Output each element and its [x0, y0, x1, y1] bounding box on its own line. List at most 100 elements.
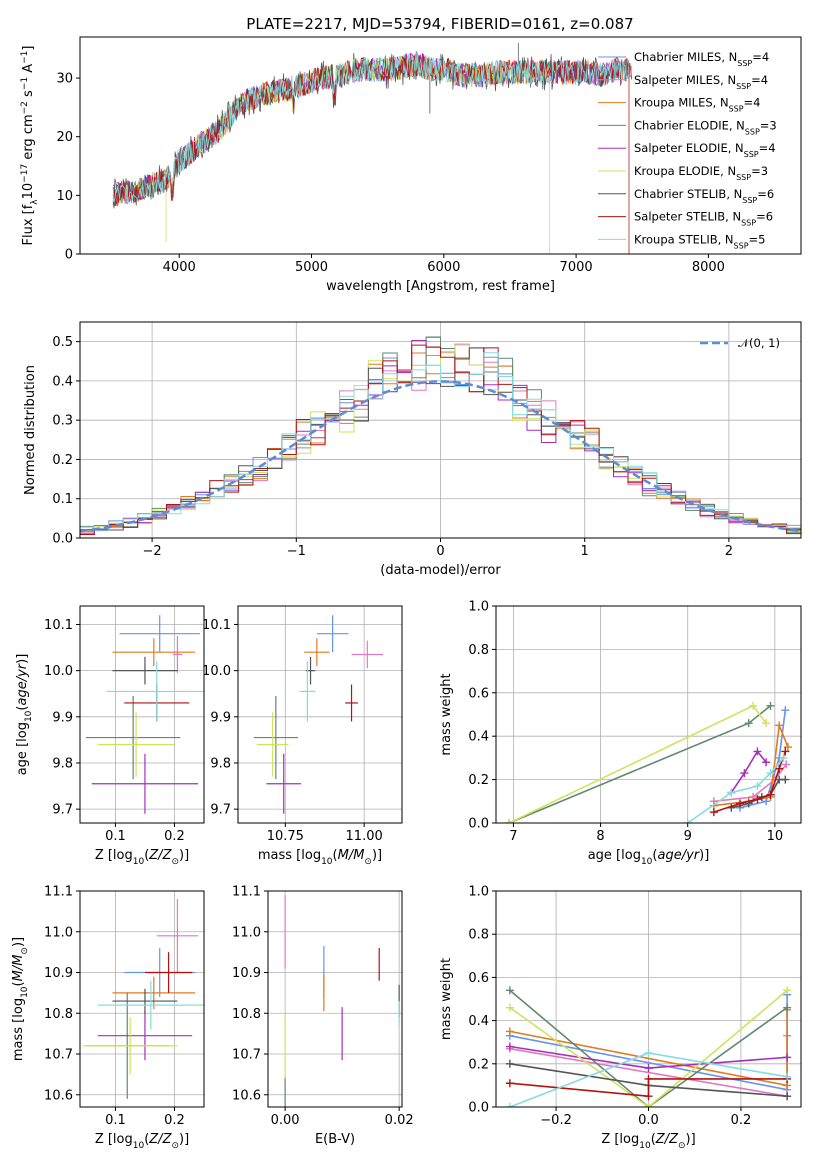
y-axis-label: mass weight [439, 673, 454, 755]
errorbar-kroupa-elodie [256, 712, 289, 777]
y-tick-label: 0 [65, 248, 73, 263]
weights-marker [762, 758, 771, 767]
weights-marker [775, 721, 784, 730]
spectrum-line-kroupa-stelib [112, 51, 630, 205]
weights-marker [753, 795, 762, 804]
axes-frame [495, 605, 802, 824]
weights-marker [505, 1003, 514, 1012]
y-axis-label: mass [log10(M/M⊙)] [11, 937, 30, 1061]
errorbar-salpeter-miles [172, 636, 183, 673]
weights-marker [744, 719, 753, 728]
legend-label: Salpeter ELODIE, NSSP=4 [634, 141, 776, 159]
x-tick-label: 0.1 [105, 829, 126, 844]
axes: 0.1 0.2 9.7 9.8 9.9 10.0 10.1 Z [log10(Z/Z⊙)] ag… [15, 605, 205, 867]
plot-area [112, 42, 633, 254]
y-tick-label: 0.8 [468, 928, 489, 943]
x-tick-label: 0.2 [731, 1113, 752, 1128]
y-axis-label: age [log10(age/yr)] [15, 654, 34, 776]
figure-title: PLATE=2217, MJD=53794, FIBERID=0161, z=0… [246, 15, 633, 33]
weights-marker [505, 819, 514, 823]
y-tick-label: 0.1 [52, 492, 73, 507]
y-tick-label: 10.6 [232, 1088, 261, 1103]
legend-label: Chabrier MILES, NSSP=4 [634, 50, 769, 68]
weights-marker [505, 1079, 514, 1088]
axes: −2 −1 0 1 2 0.0 0.1 0.2 0.3 0.4 0.5 (data-model)/er… [23, 321, 802, 578]
axes-frame [267, 890, 403, 1108]
plot-area [284, 895, 400, 1107]
y-tick-label: 30 [56, 72, 73, 87]
x-tick-label: −1 [287, 544, 306, 559]
axes: 10.75 11.00 9.7 9.8 9.9 10.0 10.1 mass [log10(M… [202, 605, 403, 867]
weights-marker [783, 1072, 792, 1081]
weights-marker [783, 1092, 792, 1101]
x-tick-label: 0.1 [105, 1113, 126, 1128]
axes-frame [237, 605, 403, 824]
errorbar-kroupa-stelib [299, 661, 316, 722]
errorbar-salpeter-elodie [97, 1011, 193, 1061]
hist-legend: 𝒩(0, 1) [700, 336, 780, 350]
weights-marker [683, 819, 692, 823]
y-tick-label: 10.1 [202, 618, 231, 633]
y-tick-label: 11.0 [232, 925, 261, 940]
weights-line [509, 989, 788, 1107]
weights-marker [781, 706, 790, 715]
x-axis-label: mass [log10(M/M⊙)] [258, 848, 382, 867]
weights-kroupa-elodie [505, 986, 792, 1107]
y-tick-label: 11.1 [232, 885, 261, 900]
x-tick-label: 4000 [163, 260, 196, 275]
weights-marker [644, 1092, 653, 1101]
plot-area [505, 701, 792, 823]
weights-line [713, 763, 787, 803]
weights-salpeter-elodie [505, 1042, 792, 1073]
x-tick-label: 11.00 [346, 829, 383, 844]
weights-marker [753, 782, 762, 791]
weights-marker [766, 701, 775, 710]
y-tick-label: 0.2 [52, 453, 73, 468]
weights-marker [505, 1027, 514, 1036]
weights-marker [783, 743, 792, 752]
weights-marker [782, 760, 791, 769]
weights-kroupa-elodie [505, 701, 771, 823]
y-axis-label: mass weight [439, 958, 454, 1040]
y-tick-label: 0.0 [52, 532, 73, 547]
x-tick-label: 8 [596, 829, 604, 844]
x-tick-label: 10.75 [267, 829, 304, 844]
plot-area [253, 615, 384, 814]
weights-marker [644, 1049, 653, 1057]
plot-area [85, 615, 204, 814]
y-tick-label: 9.9 [210, 710, 231, 725]
y-tick-label: 0.5 [52, 335, 73, 350]
axes: 4000 5000 6000 7000 8000 0 10 20 30 wavelength [A… [20, 36, 802, 294]
x-tick-label: 0.2 [164, 1113, 185, 1128]
y-tick-label: 0.0 [468, 1101, 489, 1116]
plot-area [82, 899, 204, 1099]
weights-marker [779, 753, 788, 762]
x-tick-label: 0.2 [164, 829, 185, 844]
x-axis-label: E(B-V) [315, 1132, 355, 1147]
axes: 7 8 9 10 0.0 0.2 0.4 0.6 0.8 1.0 age [log10(age/yr… [439, 600, 802, 867]
errorbar-chabrier-miles [119, 615, 200, 653]
y-tick-label: 0.4 [468, 1014, 489, 1029]
errorbar-salpeter-miles [351, 640, 384, 669]
x-axis-label: (data-model)/error [380, 563, 501, 578]
y-axis-label: Normed distribution [23, 365, 38, 495]
x-tick-label: 0.0 [638, 1113, 659, 1128]
y-tick-label: 10.7 [44, 1048, 73, 1063]
weights-marker [783, 986, 792, 995]
y-axis-label: Flux [fλ10−17 erg cm−2 s−1 A−1] [20, 46, 40, 246]
x-axis-label: Z [log10(Z/Z⊙)] [95, 1132, 189, 1151]
x-tick-label: 0.00 [271, 1113, 300, 1128]
weights-marker [766, 769, 775, 778]
legend-label: Salpeter STELIB, NSSP=6 [634, 210, 773, 228]
weights-marker [505, 1042, 514, 1051]
weights-marker [644, 1074, 653, 1083]
errorbar-kroupa-elodie [82, 1017, 178, 1075]
axes-frame [79, 890, 205, 1108]
weights-marker [781, 775, 790, 784]
y-tick-label: 1.0 [468, 885, 489, 900]
y-tick-label: 10.9 [44, 966, 73, 981]
weights-marker [740, 769, 749, 778]
x-tick-label: 5000 [295, 260, 328, 275]
y-tick-label: 10.0 [202, 664, 231, 679]
